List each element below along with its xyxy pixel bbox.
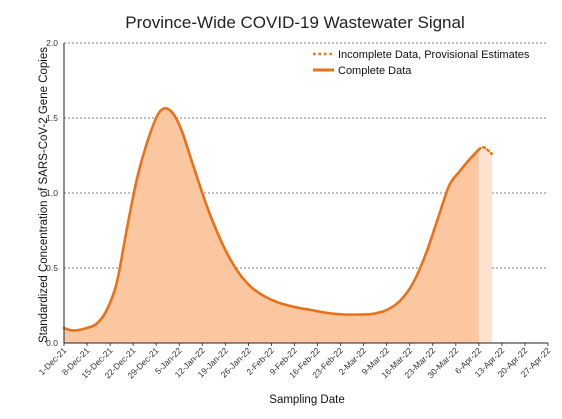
complete-area xyxy=(64,108,479,344)
y-tick-label: 1.5 xyxy=(46,113,58,123)
y-tick-label: 2.0 xyxy=(46,38,58,48)
y-tick-label: 1.0 xyxy=(46,188,58,198)
area-layer xyxy=(62,106,494,344)
legend-label-complete: Complete Data xyxy=(338,65,412,77)
x-axis-title: Sampling Date xyxy=(269,394,344,406)
y-axis-title: Standardized Concentration of SARS-CoV-2… xyxy=(38,47,50,343)
provisional-line xyxy=(477,145,494,156)
legend-label-provisional: Incomplete Data, Provisional Estimates xyxy=(338,49,530,61)
chart-title: Province-Wide COVID-19 Wastewater Signal xyxy=(125,13,465,32)
y-tick-label: 0.5 xyxy=(46,263,58,273)
y-tick-label: 0.0 xyxy=(46,338,58,348)
provisional-area xyxy=(478,147,493,343)
legend: Incomplete Data, Provisional Estimates C… xyxy=(313,49,530,77)
axes xyxy=(63,43,549,346)
complete-line xyxy=(62,106,481,332)
